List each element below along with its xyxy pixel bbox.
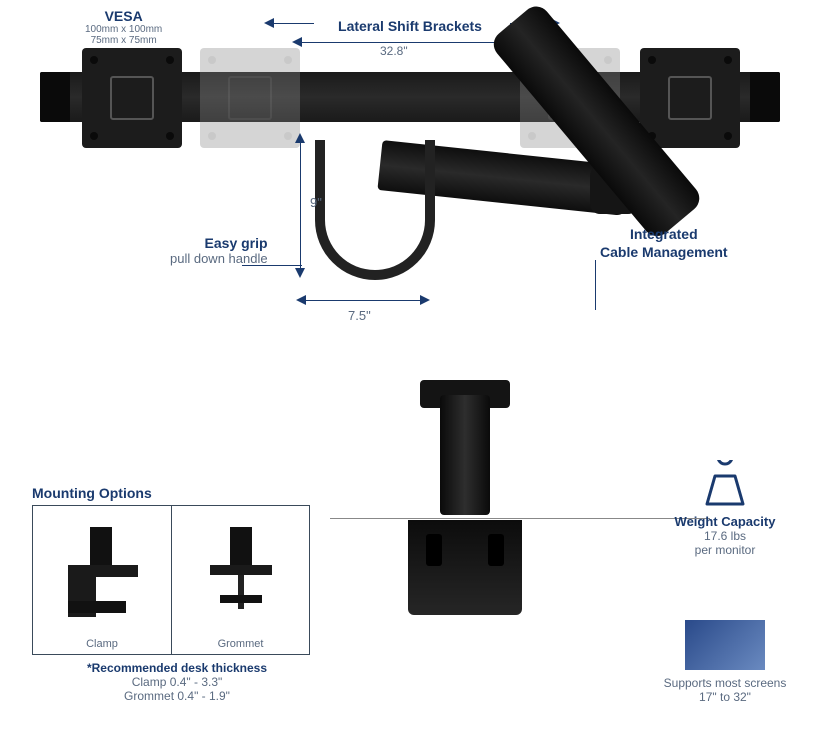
screen-support-section: Supports most screens 17" to 32"	[650, 620, 800, 704]
easy-grip-title: Easy grip	[170, 235, 268, 251]
pull-down-handle	[310, 140, 440, 285]
clamp-assembly	[408, 520, 522, 615]
callout-leader-line	[242, 265, 302, 266]
clamp-icon	[33, 506, 171, 638]
vesa-plate-right	[640, 48, 740, 148]
mounting-rec-grommet: Grommet 0.4" - 1.9"	[32, 689, 322, 703]
vesa-title: VESA	[85, 8, 162, 24]
screen-icon	[685, 620, 765, 670]
vesa-plate-left	[82, 48, 182, 148]
vesa-callout: VESA 100mm x 100mm 75mm x 75mm	[85, 8, 162, 46]
weight-capacity-per: per monitor	[650, 543, 800, 557]
vesa-size-100: 100mm x 100mm	[85, 24, 162, 35]
height-arrow-down-icon	[295, 268, 305, 278]
grommet-icon	[172, 506, 309, 638]
height-dim-line	[300, 140, 301, 270]
mounting-options-title: Mounting Options	[32, 485, 322, 501]
height-dim-value: 9"	[310, 195, 322, 210]
lateral-arrow-left-icon	[264, 18, 274, 28]
lateral-shift-label: Lateral Shift Brackets	[320, 18, 500, 34]
mount-post	[440, 395, 490, 515]
weight-capacity-title: Weight Capacity	[650, 514, 800, 529]
mounting-options-box: Clamp Grommet	[32, 505, 310, 655]
mounting-option-grommet: Grommet	[171, 506, 309, 654]
mounting-options-section: Mounting Options Clamp Grommet *Recommen…	[32, 485, 322, 703]
easy-grip-sub: pull down handle	[170, 251, 268, 266]
width-dim-value: 32.8"	[380, 44, 408, 58]
grommet-label: Grommet	[218, 638, 264, 650]
vesa-plate-ghost-left	[200, 48, 300, 148]
handle-width-dim-value: 7.5"	[348, 308, 371, 323]
cable-management-callout: Integrated Cable Management	[600, 225, 728, 261]
mounting-rec-clamp: Clamp 0.4" - 3.3"	[32, 675, 322, 689]
handle-width-dim-line	[303, 300, 423, 301]
clamp-label: Clamp	[86, 638, 118, 650]
dim-line	[274, 23, 314, 24]
mounting-option-clamp: Clamp	[33, 506, 171, 654]
screen-support-line1: Supports most screens	[650, 676, 800, 690]
weight-icon	[695, 460, 755, 508]
cable-mgmt-line1: Integrated	[600, 225, 728, 243]
handle-width-arrow-right-icon	[420, 295, 430, 305]
mounting-rec-title: *Recommended desk thickness	[32, 661, 322, 675]
easy-grip-callout: Easy grip pull down handle	[170, 235, 268, 266]
callout-leader-line	[595, 260, 596, 310]
vesa-size-75: 75mm x 75mm	[85, 35, 162, 46]
weight-capacity-value: 17.6 lbs	[650, 529, 800, 543]
screen-support-line2: 17" to 32"	[650, 690, 800, 704]
cable-mgmt-line2: Cable Management	[600, 243, 728, 261]
weight-capacity-section: Weight Capacity 17.6 lbs per monitor	[650, 460, 800, 557]
